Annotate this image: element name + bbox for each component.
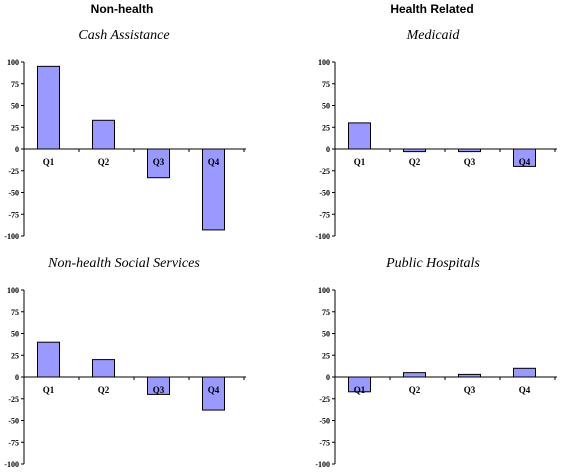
y-tick-label: 100 (7, 286, 19, 295)
bar-q1 (37, 65, 60, 150)
category-label: Q3 (464, 385, 476, 395)
category-label: Q4 (519, 385, 531, 395)
chart-panel-1: Cash Assistance 100 75 50 25 0 -25 -50 -75 -100 Q1… (4, 28, 246, 241)
y-tick-label: -100 (4, 232, 19, 241)
bar-q2 (92, 359, 115, 378)
chart-title: Public Hospitals (385, 256, 480, 271)
y-tick-label: -100 (315, 232, 330, 241)
category-label: Q1 (43, 385, 55, 395)
chart-title: Cash Assistance (78, 28, 169, 43)
y-tick-label: -100 (315, 460, 330, 469)
y-tick-label: 75 (11, 308, 19, 317)
y-tick-label: -25 (8, 167, 19, 176)
category-label: Q2 (409, 157, 421, 167)
chart-panel-4: Public Hospitals 100 75 50 25 0 -25 -50 -75 -100 Q… (315, 256, 557, 469)
category-label: Q3 (153, 157, 165, 167)
category-label: Q1 (354, 157, 366, 167)
y-tick-label: 50 (322, 102, 330, 111)
chart-title: Medicaid (406, 28, 461, 43)
y-tick-label: 0 (326, 145, 330, 154)
column-header-non-health: Non-health (90, 2, 154, 16)
category-label: Q4 (519, 157, 531, 167)
y-tick-label: 0 (15, 145, 19, 154)
category-label: Q1 (43, 157, 55, 167)
y-tick-label: -25 (319, 167, 330, 176)
y-tick-label: 50 (322, 330, 330, 339)
chart-title: Non-health Social Services (47, 256, 200, 271)
y-tick-label: -25 (8, 395, 19, 404)
y-tick-label: -75 (319, 210, 330, 219)
y-tick-label: 75 (322, 308, 330, 317)
category-label: Q3 (153, 385, 165, 395)
bar-q1 (37, 341, 60, 378)
category-label: Q1 (354, 385, 366, 395)
y-tick-label: 100 (318, 58, 330, 67)
chart-panel-2: Medicaid 100 75 50 25 0 -25 -50 -75 -100 Q1 Q2 Q3 Q4 (315, 28, 557, 241)
y-tick-label: -75 (8, 438, 19, 447)
y-tick-label: 0 (326, 373, 330, 382)
y-tick-label: -50 (319, 417, 330, 426)
y-tick-label: 100 (318, 286, 330, 295)
y-tick-label: 75 (322, 80, 330, 89)
y-tick-label: -100 (4, 460, 19, 469)
category-label: Q2 (98, 157, 110, 167)
y-tick-label: 25 (11, 351, 19, 360)
y-tick-label: 25 (322, 123, 330, 132)
y-tick-label: 75 (11, 80, 19, 89)
bar-q2 (403, 372, 426, 378)
y-tick-label: 50 (11, 102, 19, 111)
y-tick-label: -50 (8, 189, 19, 198)
y-tick-label: -50 (319, 189, 330, 198)
y-tick-label: -50 (8, 417, 19, 426)
y-tick-label: 100 (7, 58, 19, 67)
y-tick-label: -75 (319, 438, 330, 447)
y-tick-label: -25 (319, 395, 330, 404)
y-tick-label: 50 (11, 330, 19, 339)
category-label: Q3 (464, 157, 476, 167)
bar-q1 (348, 122, 371, 150)
y-tick-label: 0 (15, 373, 19, 382)
y-tick-label: 25 (322, 351, 330, 360)
category-label: Q4 (208, 385, 220, 395)
column-header-health-related: Health Related (390, 2, 474, 16)
category-label: Q2 (409, 385, 421, 395)
y-tick-label: 25 (11, 123, 19, 132)
y-tick-label: -75 (8, 210, 19, 219)
category-label: Q2 (98, 385, 110, 395)
bar-q2 (92, 119, 115, 150)
category-label: Q4 (208, 157, 220, 167)
chart-panel-3: Non-health Social Services 100 75 50 25 0 -25 -… (4, 256, 246, 469)
bar-q4 (513, 367, 536, 378)
